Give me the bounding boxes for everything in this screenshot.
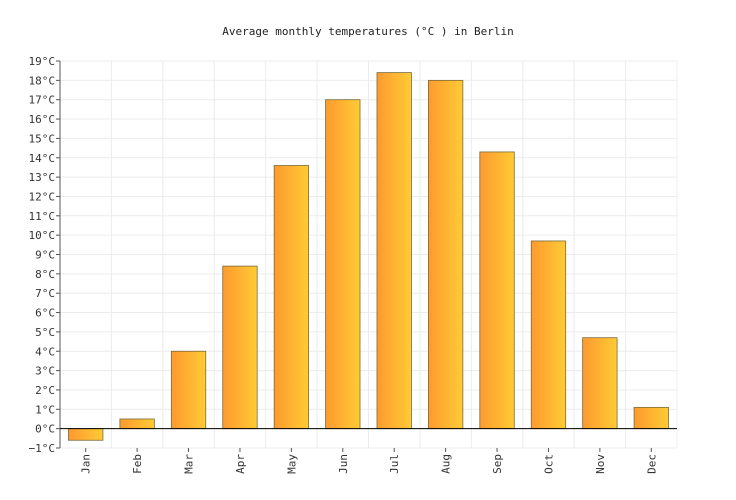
y-tick-label: 1°C bbox=[35, 403, 55, 416]
x-tick-label: May bbox=[285, 454, 298, 474]
bar-mar bbox=[170, 350, 207, 430]
y-tick-label: 17°C bbox=[29, 94, 56, 107]
axes bbox=[56, 60, 677, 452]
bar-feb bbox=[119, 418, 155, 430]
x-tick-label: Oct bbox=[542, 454, 555, 474]
y-tick-label: 3°C bbox=[35, 365, 55, 378]
bar-aug bbox=[428, 79, 464, 430]
bar-oct bbox=[530, 240, 567, 430]
x-tick-label: Mar bbox=[183, 454, 196, 474]
bar-dec bbox=[633, 406, 669, 430]
y-tick-label: 13°C bbox=[29, 171, 56, 184]
y-tick-label: 8°C bbox=[35, 268, 55, 281]
y-tick-label: 11°C bbox=[29, 210, 56, 223]
y-tick-label: −1°C bbox=[29, 442, 56, 455]
x-tick-label: Jun bbox=[337, 454, 350, 474]
bar-jul bbox=[376, 72, 412, 430]
bar-jan bbox=[68, 428, 104, 441]
bars bbox=[68, 72, 669, 441]
bar-nov bbox=[582, 337, 618, 430]
y-tick-label: 18°C bbox=[29, 74, 56, 87]
y-tick-label: 2°C bbox=[35, 384, 55, 397]
x-tick-label: Jan bbox=[80, 454, 93, 474]
y-tick-label: 5°C bbox=[35, 326, 55, 339]
x-tick-label: Sep bbox=[491, 454, 504, 474]
y-tick-label: 6°C bbox=[35, 307, 55, 320]
x-tick-label: Dec bbox=[645, 454, 658, 474]
y-tick-label: 0°C bbox=[35, 423, 55, 436]
grid-lines bbox=[59, 60, 678, 449]
x-tick-label: Feb bbox=[131, 454, 144, 474]
y-tick-label: 12°C bbox=[29, 190, 56, 203]
x-tick-label: Jul bbox=[388, 454, 401, 474]
y-tick-label: 10°C bbox=[29, 229, 56, 242]
y-tick-label: 19°C bbox=[29, 55, 56, 68]
x-tick-label: Apr bbox=[234, 454, 247, 474]
x-tick-label: Nov bbox=[594, 454, 607, 474]
bar-sep bbox=[479, 151, 515, 430]
x-tick-label: Aug bbox=[440, 454, 453, 474]
y-tick-label: 4°C bbox=[35, 345, 55, 358]
y-tick-label: 15°C bbox=[29, 132, 56, 145]
y-tick-label: 9°C bbox=[35, 249, 55, 262]
y-tick-label: 16°C bbox=[29, 113, 56, 126]
y-tick-labels: −1°C 0°C 1°C 2°C 3°C 4°C 5°C 6°C 7°C 8°C 9°C 10°C 11… bbox=[29, 55, 56, 455]
bar-jun bbox=[325, 99, 361, 430]
bar-may bbox=[273, 165, 309, 430]
x-tick-labels: Jan Feb Mar Apr May Jun Jul Aug Sep Oct Nov Dec bbox=[80, 454, 659, 474]
bar-apr bbox=[222, 265, 258, 430]
y-tick-label: 7°C bbox=[35, 287, 55, 300]
chart-title: Average monthly temperatures (°C ) in Be… bbox=[222, 25, 513, 38]
y-tick-label: 14°C bbox=[29, 152, 56, 165]
